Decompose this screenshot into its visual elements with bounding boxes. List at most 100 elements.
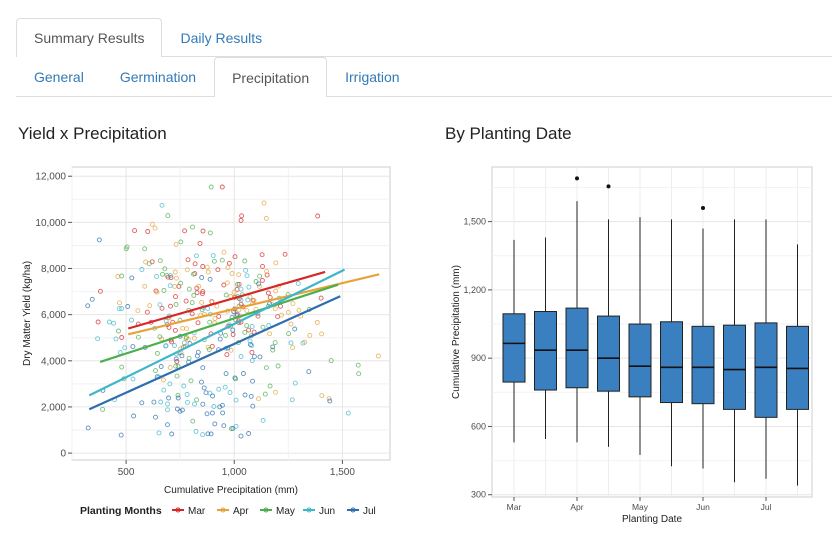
box-y-axis-label: Cumulative Precipitation (mm) <box>451 265 462 399</box>
box-x-axis-label: Planting Date <box>622 514 682 525</box>
scatter-point-jul <box>220 410 226 416</box>
scatter-point-jun <box>238 354 244 359</box>
scatter-y-tick-label: 4,000 <box>41 356 66 367</box>
scatter-point-apr <box>314 320 320 325</box>
scatter-point-jul <box>232 375 238 381</box>
scatter-point-jul <box>217 404 223 410</box>
scatter-point-apr <box>149 221 155 227</box>
scatter-point-mar <box>192 261 198 267</box>
scatter-point-jun <box>233 397 239 403</box>
scatter-point-mar <box>132 228 138 234</box>
scatter-point-apr <box>256 396 261 402</box>
scatter-point-may <box>186 286 192 292</box>
scatter-plot-area <box>71 166 391 461</box>
scatter-point-jun <box>139 267 145 272</box>
scatter-point-jul <box>89 296 95 302</box>
scatter-point-jun <box>159 202 165 208</box>
scatter-point-may <box>328 358 334 364</box>
scatter-point-jun <box>288 340 294 346</box>
scatter-point-apr <box>152 225 158 231</box>
scatter-point-jul <box>270 344 276 350</box>
scatter-point-apr <box>142 283 148 289</box>
scatter-point-mar <box>194 290 200 296</box>
scatter-point-jul <box>238 433 244 439</box>
box-y-tick-label: 300 <box>471 490 486 500</box>
scatter-point-mar <box>195 320 201 326</box>
scatter-point-apr <box>319 393 325 399</box>
scatter-point-jul <box>207 276 213 282</box>
box-x-tick-label: Jul <box>761 502 772 512</box>
scatter-point-may <box>116 328 121 334</box>
box-body <box>691 325 715 405</box>
legend-marker-jul <box>350 507 356 513</box>
scatter-x-tick-label: 1,500 <box>330 467 355 478</box>
scatter-point-apr <box>173 241 179 247</box>
scatter-point-apr <box>229 271 235 276</box>
scatter-point-mar <box>265 290 271 296</box>
tab-daily-results[interactable]: Daily Results <box>180 29 263 46</box>
scatter-point-apr <box>273 389 278 395</box>
scatter-point-apr <box>205 269 211 275</box>
scatter-point-mar <box>168 275 174 281</box>
scatter-point-jun <box>227 390 233 395</box>
scatter-point-may <box>207 319 213 325</box>
scatter-point-jul <box>327 398 333 404</box>
box-y-tick-label: 600 <box>471 421 486 431</box>
scatter-point-jul <box>203 390 209 396</box>
scatter-y-tick-label: 12,000 <box>35 172 66 183</box>
scatter-point-apr <box>261 200 267 206</box>
scatter-point-mar <box>159 305 165 311</box>
scatter-point-jul <box>246 431 252 436</box>
scatter-point-apr <box>285 309 291 315</box>
scatter-point-jun <box>165 401 171 407</box>
scatter-point-may <box>191 292 197 298</box>
scatter-point-mar <box>236 281 242 287</box>
tab-precipitation[interactable]: Precipitation <box>214 57 328 97</box>
legend-label-may: May <box>276 506 295 517</box>
scatter-point-may <box>275 363 281 369</box>
scatter-point-may <box>242 329 248 335</box>
box-x-tick-label: Apr <box>570 502 583 512</box>
scatter-point-mar <box>168 303 173 309</box>
scatter-point-jun <box>167 381 173 387</box>
scatter-point-jul <box>234 311 240 317</box>
scatter-point-apr <box>273 288 279 294</box>
scatter-point-may <box>191 271 196 277</box>
scatter-point-jun <box>119 306 125 311</box>
scatter-point-mar <box>119 335 125 340</box>
scatter-point-mar <box>219 184 225 190</box>
scatter-point-mar <box>226 260 232 266</box>
scatter-point-jun <box>193 253 199 259</box>
scatter-point-apr <box>196 283 202 289</box>
scatter-point-mar <box>153 288 159 294</box>
scatter-y-tick-label: 0 <box>60 449 66 460</box>
scatter-point-jun <box>130 376 136 382</box>
tab-germination[interactable]: Germination <box>119 69 197 85</box>
scatter-point-jul <box>250 403 256 409</box>
scatter-point-jul <box>118 432 124 438</box>
results-tabs: Summary Results Daily Results <box>16 18 832 57</box>
scatter-point-may <box>119 364 125 370</box>
scatter-point-apr <box>184 267 190 273</box>
scatter-point-jun <box>249 343 255 348</box>
scatter-point-jul <box>201 385 207 391</box>
scatter-point-apr <box>375 353 381 359</box>
legend-marker-apr <box>220 507 226 513</box>
scatter-point-jul <box>248 342 253 348</box>
scatter-point-apr <box>272 306 278 312</box>
scatter-point-jul <box>151 399 157 405</box>
scatter-point-jun <box>211 404 217 409</box>
scatter-point-jul <box>204 411 210 417</box>
tab-irrigation[interactable]: Irrigation <box>345 69 400 85</box>
scatter-point-jul <box>242 392 248 398</box>
scatter-point-jun <box>154 273 160 279</box>
planting-date-panel-title: By Planting Date <box>445 124 572 143</box>
scatter-point-may <box>153 368 158 374</box>
scatter-point-apr <box>184 326 190 332</box>
scatter-point-jun <box>295 281 301 286</box>
scatter-point-jun <box>260 417 266 423</box>
scatter-point-jun <box>167 283 173 289</box>
scatter-point-jul <box>153 414 158 420</box>
tab-general[interactable]: General <box>34 69 84 85</box>
tab-summary-results[interactable]: Summary Results <box>16 18 163 57</box>
